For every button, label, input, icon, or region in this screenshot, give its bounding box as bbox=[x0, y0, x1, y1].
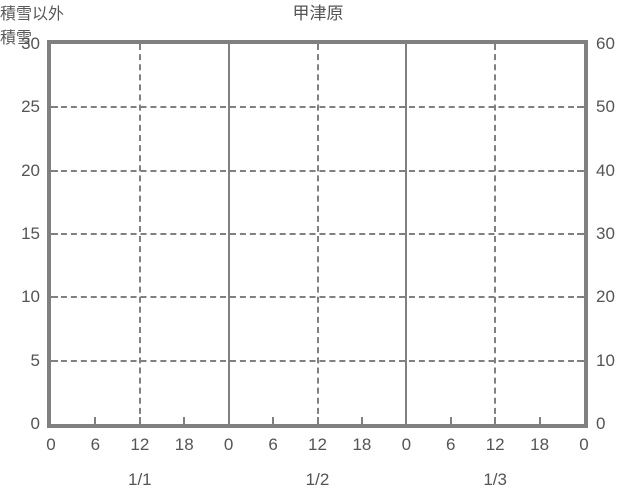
x-axis-tick-label: 12 bbox=[130, 435, 150, 454]
y-axis-tick-label-left: 10 bbox=[21, 287, 40, 307]
x-axis-day-label: 1/3 bbox=[483, 470, 507, 489]
y-tick-mark-right bbox=[577, 359, 584, 362]
x-tick-mark bbox=[94, 417, 97, 424]
x-axis-tick-label: 0 bbox=[401, 435, 412, 454]
y-tick-mark-right bbox=[577, 296, 584, 299]
y-tick-mark-left bbox=[51, 296, 58, 299]
x-axis-tick-label: 0 bbox=[223, 435, 234, 454]
y-axis-tick-label-right: 40 bbox=[596, 160, 615, 180]
y-tick-mark-right bbox=[577, 169, 584, 172]
y-axis-tick-label-left: 20 bbox=[21, 160, 40, 180]
y-tick-mark-left bbox=[51, 169, 58, 172]
x-tick-mark bbox=[405, 417, 408, 424]
plot-area bbox=[51, 44, 584, 424]
x-tick-mark bbox=[449, 417, 452, 424]
midday-gridline bbox=[494, 44, 497, 424]
x-axis-tick-label: 12 bbox=[308, 435, 327, 454]
y-axis-tick-label-right: 30 bbox=[596, 224, 615, 243]
x-axis-day-label: 1/1 bbox=[128, 470, 152, 489]
y-tick-mark-right bbox=[577, 106, 584, 109]
y-axis-tick-label-left: 15 bbox=[21, 224, 40, 243]
x-tick-mark bbox=[316, 417, 319, 424]
x-tick-mark bbox=[183, 417, 186, 424]
day-boundary-line bbox=[405, 44, 408, 424]
x-tick-mark bbox=[494, 417, 497, 424]
y-axis-tick-label-right: 60 bbox=[596, 34, 615, 53]
y-axis-tick-label-left: 30 bbox=[21, 34, 40, 53]
y-axis-tick-label-left: 5 bbox=[30, 350, 40, 370]
x-tick-mark bbox=[138, 417, 141, 424]
chart-title: 甲津原 bbox=[292, 4, 344, 23]
midday-gridline bbox=[138, 44, 141, 424]
y-axis-tick-label-right: 0 bbox=[596, 414, 606, 433]
x-axis-tick-label: 6 bbox=[90, 435, 101, 454]
x-tick-mark bbox=[360, 417, 363, 424]
y-axis-tick-label-right: 50 bbox=[596, 97, 615, 117]
x-axis-tick-label: 0 bbox=[579, 435, 589, 454]
y-axis-tick-label-right: 10 bbox=[596, 350, 615, 370]
x-axis-day-label: 1/2 bbox=[305, 470, 330, 489]
y-axis-tick-label-left: 25 bbox=[21, 97, 40, 117]
x-tick-mark bbox=[272, 417, 275, 424]
x-tick-mark bbox=[227, 417, 230, 424]
x-axis-tick-label: 6 bbox=[446, 435, 456, 454]
midday-gridline bbox=[316, 44, 319, 424]
y-tick-mark-left bbox=[51, 233, 58, 235]
plot-frame bbox=[47, 40, 588, 428]
y-axis-tick-label-right: 20 bbox=[596, 287, 615, 307]
x-axis-tick-label: 18 bbox=[352, 435, 372, 454]
x-axis-tick-label: 12 bbox=[485, 435, 505, 454]
day-boundary-line bbox=[227, 44, 230, 424]
right-axis-title: 積雪 bbox=[0, 30, 33, 47]
x-axis-tick-label: 18 bbox=[174, 435, 194, 454]
x-tick-mark bbox=[538, 417, 541, 424]
y-tick-mark-left bbox=[51, 106, 58, 109]
x-axis-tick-label: 6 bbox=[268, 435, 278, 454]
x-axis-tick-label: 18 bbox=[530, 435, 550, 454]
y-tick-mark-right bbox=[577, 233, 584, 235]
y-tick-mark-left bbox=[51, 359, 58, 362]
x-axis-tick-label: 0 bbox=[46, 435, 56, 454]
y-axis-tick-label-left: 0 bbox=[30, 414, 40, 433]
left-axis-title: 積雪以外 bbox=[0, 6, 65, 23]
